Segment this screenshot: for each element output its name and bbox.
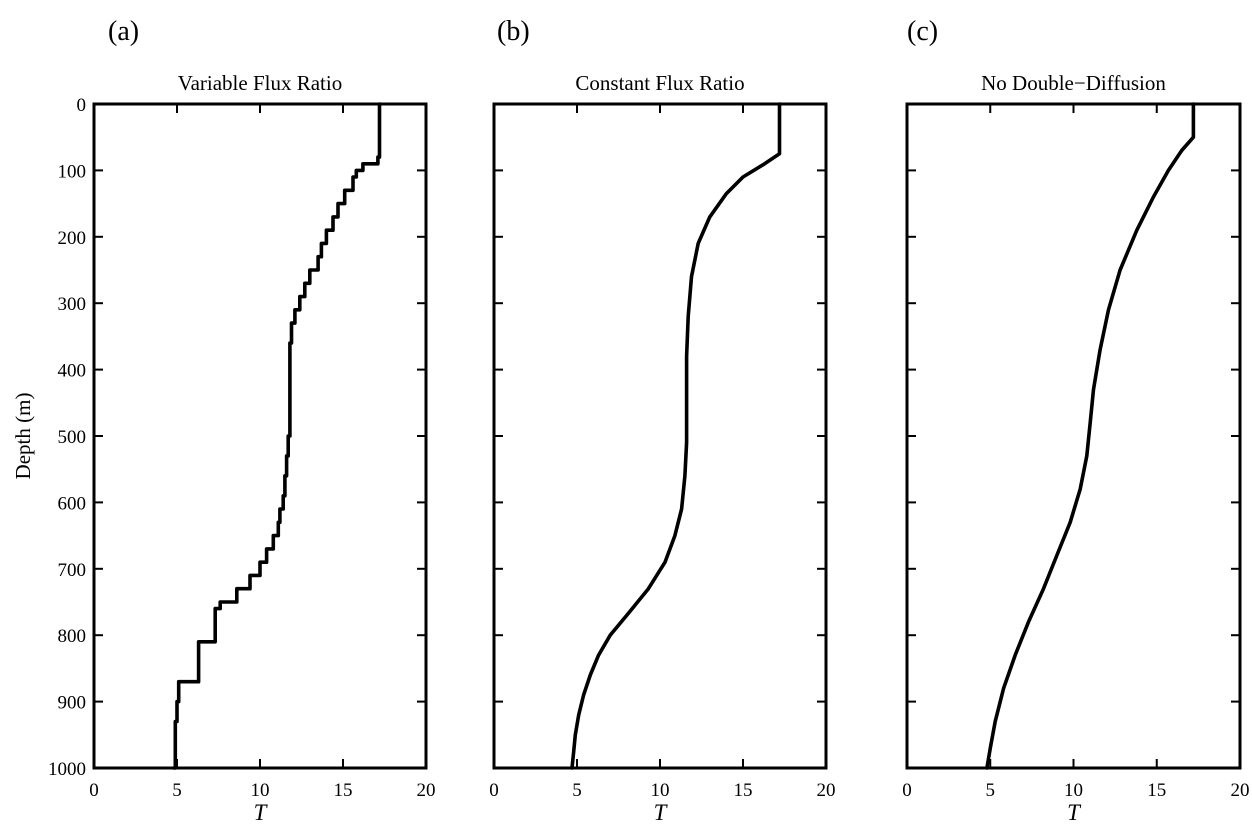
panel-b-xtick-label-4: 20 [817,780,836,801]
panel-a-xtick-label-1: 5 [172,780,182,801]
panel-b-xtick-label-0: 0 [489,780,499,801]
panel-a-ytick-label-8: 800 [58,626,87,647]
panel-a-ytick-label-0: 0 [77,95,87,116]
panel-a-title: Variable Flux Ratio [178,71,342,95]
panel-a-xtick-label-2: 10 [251,780,270,801]
panel-a-ylabel: Depth (m) [11,393,35,480]
panel-b-xtick-label-2: 10 [651,780,670,801]
panel-a-xtick-label-3: 15 [334,780,353,801]
panel-b-title: Constant Flux Ratio [575,71,744,95]
panel-a-ytick-label-5: 500 [58,427,87,448]
panel-b-xlabel: T [654,800,669,820]
panel-c-xtick-label-2: 10 [1064,780,1083,801]
panel-c-axes-frame [905,102,1242,770]
panel-a-ytick-label-3: 300 [58,294,87,315]
panel-b-xtick-label-3: 15 [734,780,753,801]
panel-a-temperature-profile-line-0 [171,102,382,770]
panel-a-xlabel: T [254,800,269,820]
panel-b-axes-frame [492,102,828,770]
panel-a-xtick-label-4: 20 [417,780,436,801]
panel-b-xtick-label-1: 5 [572,780,582,801]
panel-a-xtick-label-0: 0 [89,780,99,801]
panel-c-letter: (c) [907,16,938,47]
panel-a-ytick-label-2: 200 [58,228,87,249]
panel-c-xtick-label-4: 20 [1231,780,1250,801]
panel-a-letter: (a) [108,16,139,47]
panel-b-letter: (b) [497,16,530,47]
panel-a-ytick-label-9: 900 [58,693,87,714]
panel-c-title: No Double−Diffusion [981,71,1166,95]
panel-c-xtick-label-3: 15 [1147,780,1166,801]
panel-a-ytick-label-1: 100 [58,161,87,182]
panel-c-temperature-profile-line-0 [985,102,1196,770]
panel-a-ytick-label-10: 1000 [48,759,86,780]
panel-a-ytick-label-4: 400 [58,361,87,382]
panel-c-xlabel: T [1067,800,1082,820]
panel-a-ytick-label-6: 600 [58,493,87,514]
panel-a-axes-frame [92,102,428,770]
panel-c-xtick-label-0: 0 [902,780,912,801]
panel-a-ytick-label-7: 700 [58,560,87,581]
panel-c-xtick-label-1: 5 [986,780,996,801]
panel-b-temperature-profile-line-0 [570,102,782,770]
